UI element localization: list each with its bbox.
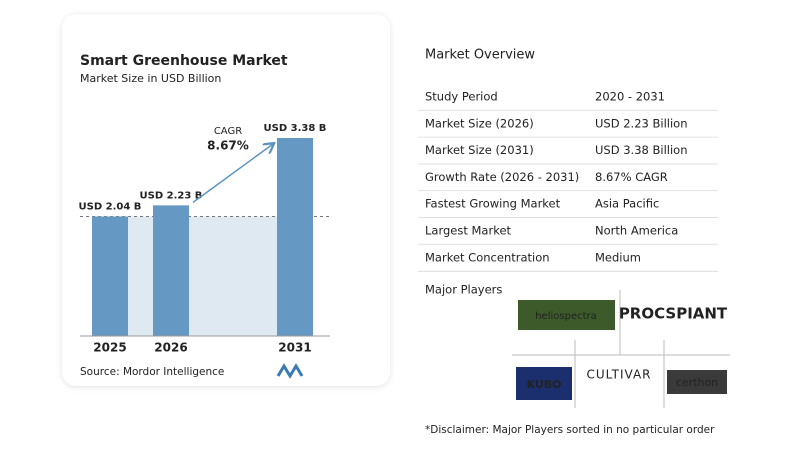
chart-title: Smart Greenhouse Market xyxy=(80,53,288,69)
x-tick-label: 2026 xyxy=(154,341,187,355)
chart-subtitle: Market Size in USD Billion xyxy=(80,72,221,85)
row-value: North America xyxy=(595,224,678,238)
cagr-label: CAGR xyxy=(214,126,242,137)
bar xyxy=(92,216,128,336)
logo: PROCSPIANT xyxy=(619,305,728,323)
row-value: USD 2.23 Billion xyxy=(595,116,687,130)
row-label: Fastest Growing Market xyxy=(425,197,561,211)
row-value: USD 3.38 Billion xyxy=(595,143,687,157)
row-value: 8.67% CAGR xyxy=(595,170,668,184)
row-bg xyxy=(418,164,718,191)
row-bg xyxy=(418,84,718,110)
logo: KUBO xyxy=(527,378,562,391)
value-label: USD 2.23 B xyxy=(140,190,203,201)
cagr-arrow xyxy=(192,144,273,203)
row-label: Largest Market xyxy=(425,224,512,238)
row-bg xyxy=(418,191,718,218)
row-bg xyxy=(418,244,718,271)
bar xyxy=(277,138,313,336)
row-bg xyxy=(418,110,718,137)
overview-title: Market Overview xyxy=(425,48,535,63)
source: Source: Mordor Intelligence xyxy=(80,366,224,378)
reference-area xyxy=(128,216,277,336)
row-label: Market Concentration xyxy=(425,250,550,264)
players-title: Major Players xyxy=(425,283,502,297)
bar xyxy=(153,205,189,336)
logo-box xyxy=(667,370,727,394)
logo-box xyxy=(516,367,572,400)
row-label: Growth Rate (2026 - 2031) xyxy=(425,170,579,184)
cagr-value: 8.67% xyxy=(207,139,249,153)
row-label: Study Period xyxy=(425,90,498,104)
row-label: Market Size (2026) xyxy=(425,116,534,130)
source-logo xyxy=(276,363,304,379)
row-value: Medium xyxy=(595,250,641,264)
row-label: Market Size (2031) xyxy=(425,143,534,157)
value-label: USD 3.38 B xyxy=(264,123,327,134)
logo-box xyxy=(518,300,615,330)
x-tick-label: 2031 xyxy=(278,341,311,355)
logo: heliospectra xyxy=(535,311,597,322)
logo: certhon xyxy=(676,376,718,389)
value-label: USD 2.04 B xyxy=(79,201,142,212)
logo-grid xyxy=(512,290,730,408)
disclaimer: *Disclaimer: Major Players sorted in no … xyxy=(425,424,715,436)
x-tick-label: 2025 xyxy=(93,341,126,355)
logo: CULTIVAR xyxy=(586,368,651,382)
row-bg xyxy=(418,137,718,164)
row-value: Asia Pacific xyxy=(595,197,659,211)
row-value: 2020 - 2031 xyxy=(595,90,665,104)
row-bg xyxy=(418,218,718,244)
